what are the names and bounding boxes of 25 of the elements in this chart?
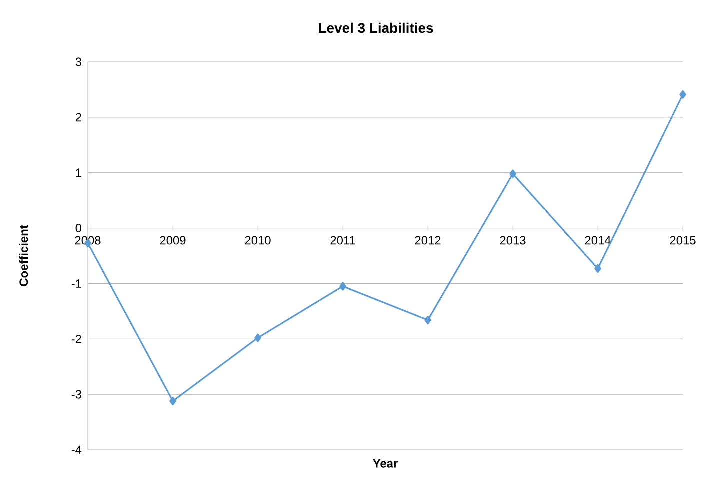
x-tick-label: 2014 — [585, 236, 611, 245]
point — [680, 90, 686, 99]
point — [510, 170, 516, 178]
x-tick-label: 2010 — [245, 236, 271, 245]
x-tick-label: 2012 — [415, 236, 441, 245]
y-tick-label: 3 — [76, 58, 82, 66]
chart-title: Level 3 Liabilities — [319, 22, 434, 34]
y-axis-title: Coefficient — [19, 225, 28, 286]
y-tick-label: 1 — [76, 168, 82, 177]
y-tick-label: -4 — [72, 446, 82, 454]
x-axis-title: Year — [373, 460, 398, 468]
point — [170, 396, 176, 406]
y-tick-label: -3 — [72, 390, 82, 399]
y-tick-label: 0 — [76, 224, 82, 233]
x-tick-label: 2013 — [500, 236, 526, 245]
point — [340, 282, 346, 291]
point — [254, 334, 262, 342]
x-tick-label: 2015 — [670, 236, 696, 245]
point — [424, 316, 432, 325]
y-tick-label: -2 — [72, 334, 82, 344]
point — [594, 264, 602, 274]
x-tick-label: 2011 — [330, 236, 356, 245]
y-tick-label: 2 — [76, 113, 82, 122]
y-tick-label: -1 — [72, 280, 82, 288]
x-tick-label: 2009 — [160, 236, 186, 245]
